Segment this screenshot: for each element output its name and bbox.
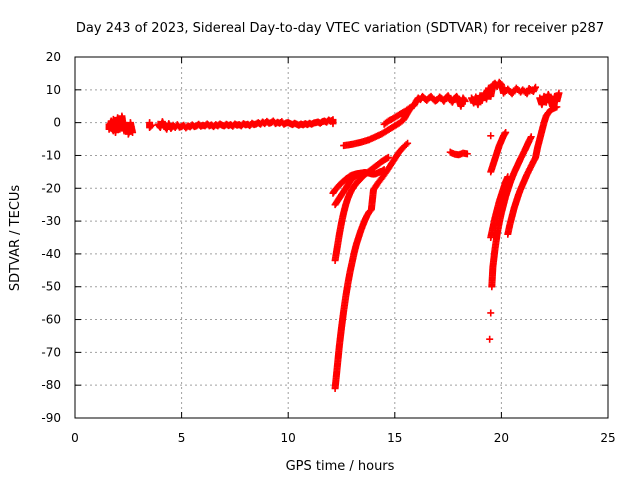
y-tick-label: -70 xyxy=(41,345,61,359)
x-tick-label: 10 xyxy=(281,431,296,445)
y-tick-label: -30 xyxy=(41,214,61,228)
data-point xyxy=(502,128,510,136)
chart-title: Day 243 of 2023, Sidereal Day-to-day VTE… xyxy=(76,21,604,36)
data-point xyxy=(147,122,155,130)
data-point xyxy=(404,139,412,147)
axis-ticks: 0 5 10 15 20 25 -90 -80 -70 -60 -50 -40 -30 -20 -10 0 10… xyxy=(41,50,615,445)
x-tick-label: 0 xyxy=(71,431,79,445)
y-tick-label: -10 xyxy=(41,148,61,162)
data-point xyxy=(504,173,512,181)
data-point xyxy=(527,133,535,141)
data-point xyxy=(129,128,137,136)
y-tick-label: -80 xyxy=(41,378,61,392)
data-point xyxy=(555,89,563,97)
data-point xyxy=(329,120,337,128)
y-tick-label: -50 xyxy=(41,280,61,294)
y-tick-label: 0 xyxy=(53,116,61,130)
y-tick-label: -20 xyxy=(41,181,61,195)
y-tick-label: -40 xyxy=(41,247,61,261)
data-point xyxy=(461,97,469,105)
y-tick-label: -60 xyxy=(41,313,61,327)
data-point xyxy=(384,153,392,161)
x-tick-label: 5 xyxy=(178,431,186,445)
x-tick-label: 20 xyxy=(494,431,509,445)
data-point xyxy=(487,132,495,140)
data-point xyxy=(486,335,494,343)
data-point xyxy=(148,121,156,129)
y-tick-label: 20 xyxy=(46,50,61,64)
data-point xyxy=(463,150,471,158)
x-tick-label: 15 xyxy=(387,431,402,445)
data-point xyxy=(532,83,540,91)
data-point xyxy=(402,141,410,149)
x-tick-label: 25 xyxy=(600,431,615,445)
data-point xyxy=(487,309,495,317)
y-tick-label: 10 xyxy=(46,83,61,97)
data-points xyxy=(105,78,563,392)
x-axis-label: GPS time / hours xyxy=(286,459,395,474)
y-axis-label: SDTVAR / TECUs xyxy=(8,185,23,292)
plot-frame xyxy=(74,56,609,419)
y-tick-label: -90 xyxy=(41,411,61,425)
